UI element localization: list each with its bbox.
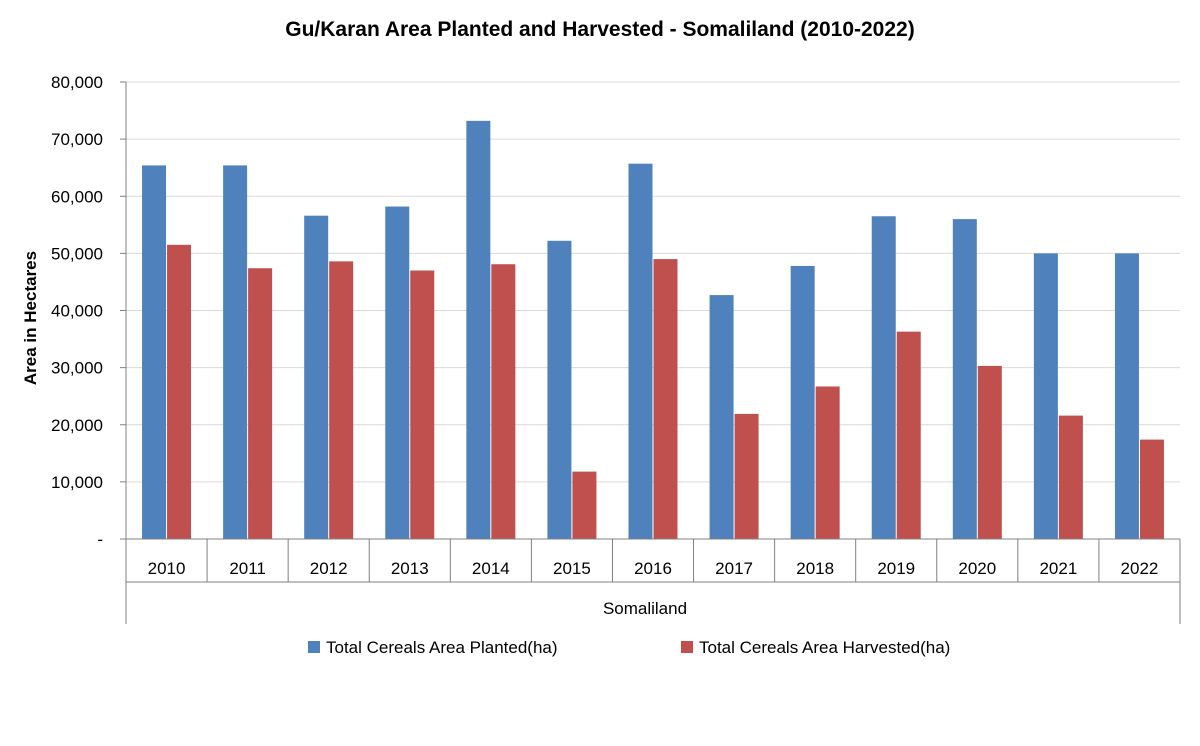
gridlines (126, 81, 1180, 483)
x-tick-label: 2012 (310, 559, 348, 578)
x-tick-label: 2016 (634, 559, 672, 578)
bar-planted-2022 (1114, 253, 1139, 539)
bar-harvested-2018 (815, 386, 840, 539)
x-tick-label: 2015 (553, 559, 591, 578)
bar-harvested-2011 (248, 268, 273, 539)
bar-planted-2013 (385, 206, 410, 539)
bar-planted-2011 (223, 165, 248, 539)
x-axis-group-label: Somaliland (603, 599, 687, 618)
x-tick-label: 2018 (796, 559, 834, 578)
y-tick-label: 70,000 (51, 130, 103, 149)
legend-swatch (308, 641, 320, 653)
x-tick-label: 2010 (148, 559, 186, 578)
x-tick-label: 2019 (877, 559, 915, 578)
y-tick-label: 40,000 (51, 302, 103, 321)
x-tick-label: 2021 (1039, 559, 1077, 578)
y-axis-title: Area in Hectares (21, 251, 40, 385)
legend-swatch (681, 641, 693, 653)
bar-harvested-2019 (896, 331, 921, 539)
bar-planted-2020 (952, 219, 977, 539)
x-axis: 2010 2011 2012 2013 2014 2015 2016 2017 2018 2019… (125, 82, 1181, 624)
bar-planted-2017 (709, 295, 734, 539)
x-tick-label: 2017 (715, 559, 753, 578)
bars (142, 120, 1164, 540)
x-tick-label: 2013 (391, 559, 429, 578)
y-tick-label: 20,000 (51, 416, 103, 435)
bar-planted-2021 (1033, 253, 1058, 539)
y-axis-ticks: - 10,000 20,000 30,000 40,000 50,000 60,000 70,… (51, 73, 126, 549)
bar-harvested-2015 (572, 471, 597, 539)
y-tick-label: 10,000 (51, 473, 103, 492)
bar-planted-2019 (871, 216, 896, 539)
bar-planted-2015 (547, 240, 572, 539)
bar-harvested-2021 (1058, 415, 1083, 539)
y-tick-label: 80,000 (51, 73, 103, 92)
x-tick-label: 2020 (958, 559, 996, 578)
legend-label: Total Cereals Area Harvested(ha) (699, 638, 950, 657)
bar-planted-2018 (790, 265, 815, 539)
bar-harvested-2010 (167, 244, 192, 539)
legend: Total Cereals Area Planted(ha) Total Cere… (308, 638, 950, 657)
y-tick-label: 60,000 (51, 187, 103, 206)
y-tick-label: 50,000 (51, 244, 103, 263)
bar-harvested-2014 (491, 264, 516, 539)
bar-planted-2014 (466, 120, 491, 539)
bar-planted-2016 (628, 163, 653, 539)
chart-title: Gu/Karan Area Planted and Harvested - So… (285, 18, 915, 41)
y-tick-label: 30,000 (51, 359, 103, 378)
bar-planted-2010 (142, 165, 167, 539)
bar-harvested-2022 (1139, 439, 1164, 539)
y-tick-label: - (97, 530, 103, 549)
x-tick-label: 2011 (229, 559, 266, 578)
bar-harvested-2012 (329, 261, 354, 539)
bar-planted-2012 (304, 215, 329, 540)
bar-harvested-2017 (734, 413, 759, 539)
bar-harvested-2013 (410, 270, 435, 539)
x-tick-label: 2022 (1121, 559, 1159, 578)
x-tick-label: 2014 (472, 559, 510, 578)
legend-label: Total Cereals Area Planted(ha) (326, 638, 558, 657)
bar-harvested-2020 (977, 365, 1002, 539)
bar-harvested-2016 (653, 259, 678, 539)
